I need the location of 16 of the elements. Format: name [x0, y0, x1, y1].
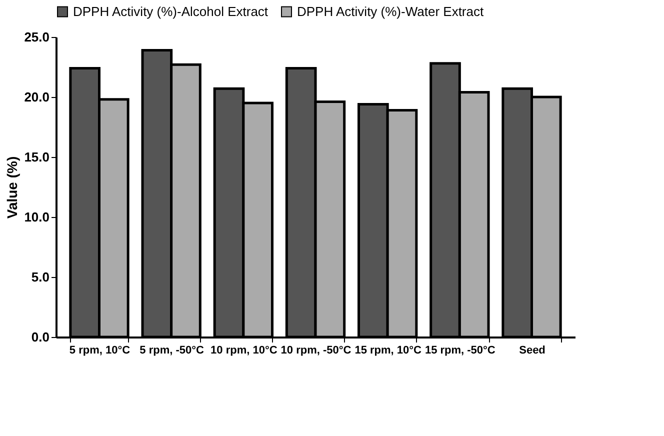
x-tick-label: 10 rpm, 10°C [210, 344, 278, 356]
y-tick-label: 5.0 [31, 270, 50, 284]
legend-label: DPPH Activity (%)-Alcohol Extract [73, 4, 268, 19]
y-tick-label: 20.0 [24, 90, 50, 104]
y-tick-label: 0.0 [31, 330, 50, 344]
x-tick-label: 10 rpm, -50°C [280, 344, 352, 356]
x-tick-label: 15 rpm, -50°C [424, 344, 496, 356]
y-tick-label: 25.0 [24, 30, 50, 44]
x-tick-label: 5 rpm, -50°C [140, 344, 204, 356]
x-tick-label: 5 rpm, 10°C [69, 344, 130, 356]
x-tick-label: Seed [519, 344, 546, 356]
y-tick-label: 10.0 [24, 210, 50, 224]
y-axis-title: Value (%) [4, 156, 20, 219]
x-tick-label: 15 rpm, 10°C [354, 344, 422, 356]
legend-label: DPPH Activity (%)-Water Extract [297, 4, 484, 19]
y-tick-label: 15.0 [24, 150, 50, 164]
